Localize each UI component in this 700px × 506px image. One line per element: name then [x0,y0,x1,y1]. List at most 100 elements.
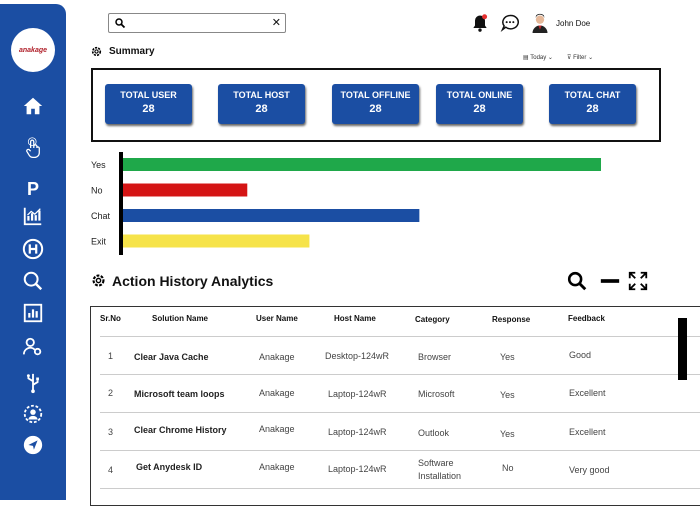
user-name[interactable]: John Doe [556,19,591,28]
cell-host: Laptop-124wR [328,464,387,474]
row-divider [100,336,700,337]
response-bar-chart: Yes No Chat Exit [91,158,601,248]
p-icon[interactable]: P [26,178,39,199]
usb-icon[interactable] [18,370,48,396]
sidebar: anakage P [0,4,66,500]
column-header[interactable]: Feedback [568,314,605,323]
card-label: TOTAL USER [120,90,177,100]
cell-sr: 1 [108,351,114,361]
summary-heading: Summary [90,45,155,58]
bar-no[interactable] [123,183,248,197]
column-header[interactable]: Response [492,315,531,324]
cell-user: Anakage [259,462,295,472]
h-circle-icon[interactable] [18,236,48,262]
bar-label-exit: Exit [91,237,107,247]
card-label: TOTAL ONLINE [446,90,513,100]
search-field[interactable]: ✕ [108,13,286,33]
chart-axis [119,152,123,255]
bell-icon[interactable] [470,13,490,33]
cell-category: Browser [418,352,452,362]
search-icon[interactable] [18,268,48,294]
bar-yes[interactable] [123,158,601,171]
team-settings-icon[interactable] [18,401,48,427]
analytics-icon[interactable] [18,203,48,229]
cell-user: Anakage [259,424,295,434]
bar-chart-icon[interactable] [18,300,48,326]
cell-host: Desktop-124wR [325,351,390,361]
column-header[interactable]: Sr.No [100,314,121,323]
cell-response: Yes [500,429,515,439]
send-icon[interactable] [18,432,48,458]
user-settings-icon[interactable] [18,334,48,360]
card-label: TOTAL OFFLINE [340,90,411,100]
cell-solution[interactable]: Clear Chrome History [134,425,227,435]
cell-category: Software [418,458,454,468]
row-divider [100,412,700,413]
minimize-icon[interactable] [599,270,621,292]
cell-feedback: Good [569,350,592,360]
chat-icon[interactable] [500,13,520,33]
card-total-online[interactable]: TOTAL ONLINE 28 [436,84,523,124]
card-value: 28 [142,103,155,115]
cell-user: Anakage [259,352,295,362]
column-header[interactable]: Host Name [334,314,376,323]
cell-response: Yes [500,352,515,362]
card-value: 28 [586,103,599,115]
cell-category: Microsoft [418,389,455,399]
cell-solution[interactable]: Get Anydesk ID [136,462,203,472]
clear-search-icon[interactable]: ✕ [271,17,281,29]
cell-host: Laptop-124wR [328,389,387,399]
search-icon [115,18,126,29]
column-header[interactable]: Category [415,315,450,324]
cell-response: No [502,463,514,473]
cell-solution[interactable]: Microsoft team loops [134,389,225,399]
cell-category: Outlook [418,428,450,438]
summary-title: Summary [109,46,155,57]
cell-feedback: Very good [569,465,610,475]
card-value: 28 [473,103,486,115]
search-icon[interactable] [566,270,588,292]
action-history-title: Action History Analytics [112,272,274,289]
bar-label-yes: Yes [91,160,106,170]
card-total-user[interactable]: TOTAL USER 28 [105,84,192,124]
today-filter[interactable]: ▤ Today ⌄ [523,55,553,61]
summary-panel [91,68,661,142]
card-label: TOTAL HOST [233,90,290,100]
gear-icon [92,274,105,287]
expand-icon[interactable] [627,270,649,292]
cell-sr: 4 [108,465,114,475]
bar-label-chat: Chat [91,211,111,221]
row-divider [100,488,700,489]
cell-host: Laptop-124wR [328,427,387,437]
cell-category: Installation [418,471,462,481]
avatar[interactable] [530,13,550,33]
filter-button[interactable]: ⊽ Filter ⌄ [567,55,594,61]
app-logo[interactable]: anakage [11,28,55,72]
cell-response: Yes [500,390,515,400]
column-header[interactable]: User Name [256,314,298,323]
bar-chat[interactable] [123,209,420,222]
bar-exit[interactable] [123,234,310,248]
cell-user: Anakage [259,388,295,398]
action-history-heading: Action History Analytics [90,272,273,289]
home-icon[interactable] [18,93,48,119]
cell-feedback: Excellent [569,388,606,398]
card-total-host[interactable]: TOTAL HOST 28 [218,84,305,124]
cell-sr: 3 [108,427,114,437]
touch-icon[interactable] [18,133,48,163]
column-header[interactable]: Solution Name [152,314,209,323]
cell-solution[interactable]: Clear Java Cache [134,352,209,362]
card-value: 28 [255,103,268,115]
card-total-offline[interactable]: TOTAL OFFLINE 28 [332,84,419,124]
row-divider [100,374,700,375]
card-total-chat[interactable]: TOTAL CHAT 28 [549,84,636,124]
card-value: 28 [369,103,382,115]
bar-label-no: No [91,186,103,196]
table-scrollbar[interactable] [678,318,687,380]
cell-feedback: Excellent [569,427,606,437]
card-label: TOTAL CHAT [564,90,621,100]
gear-icon [91,46,102,57]
row-divider [100,450,700,451]
cell-sr: 2 [108,388,114,398]
search-input[interactable] [129,16,259,30]
